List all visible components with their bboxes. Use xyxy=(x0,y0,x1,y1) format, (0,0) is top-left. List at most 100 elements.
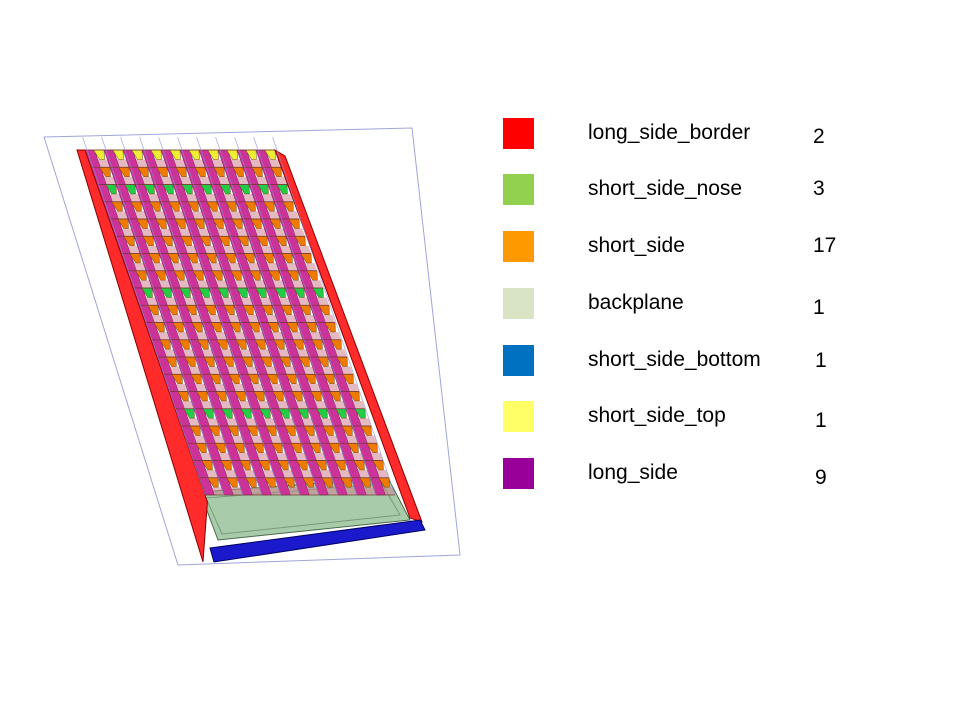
cell-floor xyxy=(220,349,233,357)
cell-floor xyxy=(230,487,243,495)
cell-floor xyxy=(287,487,300,495)
cell-floor xyxy=(316,297,329,306)
cell-floor xyxy=(221,297,234,306)
cell-floor xyxy=(265,314,278,323)
short-side-bottom-bar xyxy=(209,519,426,563)
cell-floor xyxy=(273,228,286,237)
cell-floor xyxy=(249,487,262,495)
legend-label: short_side_bottom xyxy=(588,348,761,371)
cell-floor xyxy=(234,280,247,288)
cell-floor xyxy=(243,470,256,478)
cell-floor xyxy=(325,487,338,495)
cell-floor xyxy=(206,418,219,426)
cell-floor xyxy=(242,194,255,202)
cell-floor xyxy=(278,297,291,306)
cell-floor xyxy=(128,194,141,202)
cell-floor xyxy=(182,349,195,357)
cell-floor xyxy=(147,194,160,202)
wire-line xyxy=(82,136,206,496)
cell-floor xyxy=(340,366,353,375)
cell-floor xyxy=(382,487,395,495)
cell-floor xyxy=(231,435,244,444)
cell-floor xyxy=(346,383,359,392)
cell-floor xyxy=(263,418,276,426)
cell-floor xyxy=(304,263,317,271)
cell-floor xyxy=(199,452,212,461)
cell-floor xyxy=(298,245,311,254)
cell-floor xyxy=(274,176,287,185)
cell-floor xyxy=(345,435,358,444)
cell-floor xyxy=(246,314,259,323)
legend-count: 2 xyxy=(813,125,825,148)
long-side-borders xyxy=(76,148,423,563)
cell-floor xyxy=(315,349,328,357)
cell-floor xyxy=(313,452,326,461)
cell-floor xyxy=(226,366,239,375)
cell-floor xyxy=(262,470,275,478)
cell-floor xyxy=(177,280,190,288)
cell-floor xyxy=(154,159,167,168)
cell-floor xyxy=(276,401,289,409)
cell-floor xyxy=(294,452,307,461)
cell-floor xyxy=(146,245,159,254)
legend-swatch xyxy=(503,231,534,262)
cell-floor xyxy=(188,366,201,375)
cell-floor xyxy=(251,383,264,392)
cell-floor xyxy=(332,452,345,461)
cell-floor xyxy=(320,418,333,426)
cell-floor xyxy=(334,349,347,357)
cell-floor xyxy=(190,263,203,271)
cell-floor xyxy=(152,263,165,271)
cell-floor xyxy=(160,176,173,185)
cell-floor xyxy=(240,297,253,306)
legend-count: 1 xyxy=(815,409,827,432)
cell-floor xyxy=(217,176,230,185)
legend-swatch xyxy=(503,288,534,319)
cell-floor xyxy=(290,332,303,340)
cell-floor xyxy=(139,280,152,288)
cell-floor xyxy=(268,487,281,495)
cell-floor xyxy=(233,332,246,340)
cell-floor xyxy=(185,194,198,202)
cell-floor xyxy=(280,194,293,202)
cell-floor xyxy=(257,401,270,409)
cell-floor xyxy=(237,452,250,461)
cell-floor xyxy=(292,228,305,237)
cell-floor xyxy=(344,487,357,495)
cell-floor xyxy=(285,263,298,271)
legend-count: 1 xyxy=(815,349,827,372)
wire-line xyxy=(139,136,263,496)
cell-floor xyxy=(254,228,267,237)
legend-row-short-side-top: short_side_top 1 xyxy=(0,400,960,440)
cell-floor xyxy=(327,383,340,392)
cell-floor xyxy=(109,194,122,202)
legend-row-short-side: short_side 17 xyxy=(0,230,960,270)
cell-floor xyxy=(145,297,158,306)
cell-floor xyxy=(258,349,271,357)
cell-floor xyxy=(256,452,269,461)
cell-floor xyxy=(207,366,220,375)
cell-floor xyxy=(133,263,146,271)
outer-frame-outline xyxy=(43,127,461,566)
legend-swatch xyxy=(503,118,534,149)
legend-label: long_side xyxy=(588,461,678,484)
cell-floor xyxy=(191,211,204,219)
legend-swatch xyxy=(503,174,534,205)
cell-floor xyxy=(173,159,186,168)
cell-floor xyxy=(281,470,294,478)
cell-floor xyxy=(296,349,309,357)
cell-floor xyxy=(175,383,188,392)
cell-floor xyxy=(291,280,304,288)
cell-floor xyxy=(269,435,282,444)
outer-frame xyxy=(43,127,461,566)
cell-floor xyxy=(218,452,231,461)
wire-overlay xyxy=(82,136,396,496)
cell-floor xyxy=(326,435,339,444)
legend-label: short_side_top xyxy=(588,404,726,427)
cell-floor xyxy=(238,401,251,409)
cell-floor xyxy=(300,470,313,478)
cell-floor xyxy=(140,228,153,237)
legend-row-short-side-nose: short_side_nose 3 xyxy=(0,173,960,213)
cell-floor xyxy=(283,366,296,375)
cell-floor xyxy=(183,297,196,306)
